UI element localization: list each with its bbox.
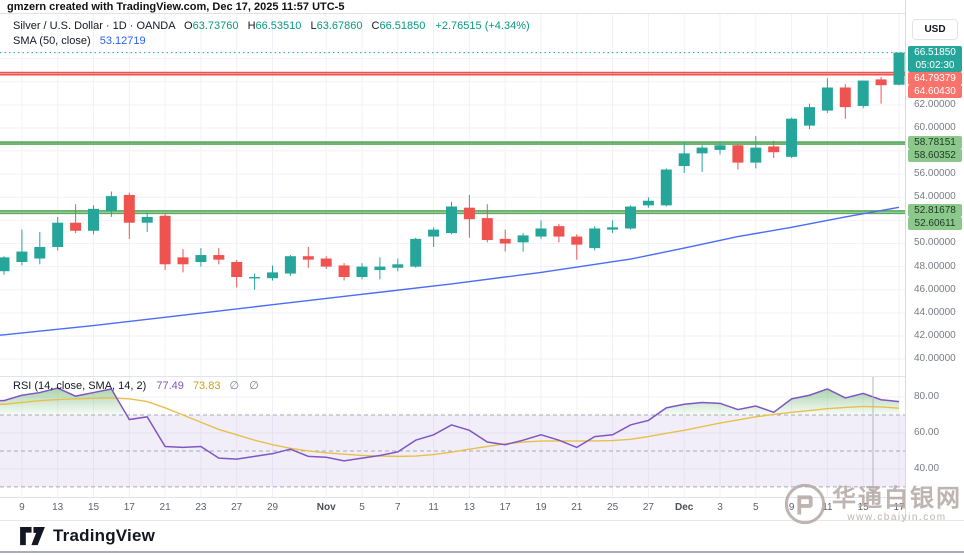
time-axis-label: 15 xyxy=(87,502,100,513)
rsi-upper-band-value: ∅ xyxy=(229,380,244,392)
time-axis-label: 5 xyxy=(753,502,759,513)
support-level-badge[interactable]: 58.60352 xyxy=(908,148,962,162)
sma-value: 53.12719 xyxy=(99,35,146,47)
time-axis-label: 27 xyxy=(642,502,654,513)
rsi-value: 77.49 xyxy=(156,380,184,392)
price-axis-label: 60.00 xyxy=(914,427,940,438)
low-label: L xyxy=(310,20,317,32)
bar-countdown: 05:02:30 xyxy=(915,60,955,72)
time-axis-label: 25 xyxy=(607,502,619,513)
candles-layer[interactable] xyxy=(0,52,905,290)
time-axis-separator xyxy=(0,497,964,498)
time-axis-label: 9 xyxy=(19,502,25,513)
low-value: 63.67860 xyxy=(316,20,363,32)
high-label: H xyxy=(247,20,256,32)
chart-canvas[interactable] xyxy=(0,0,905,520)
price-axis-label: 46.00000 xyxy=(914,283,956,295)
time-axis[interactable]: 9 13 15 17 21 23 27 29 Nov 5 7 11 13 17 19 21 25 27 Dec 3 5 9… xyxy=(0,497,905,520)
symbol-title[interactable]: Silver / U.S. Dollar · 1D · OANDA xyxy=(13,20,175,32)
high-value: 66.53510 xyxy=(255,20,302,32)
resistance-level-badge[interactable]: 64.79379 xyxy=(908,72,962,86)
time-axis-label: 21 xyxy=(571,502,583,513)
price-axis[interactable]: USD 66.51850 05:02:30 62.00000 60.00000 56… xyxy=(905,0,964,520)
time-axis-label: 19 xyxy=(535,502,547,513)
price-axis-label: 54.00000 xyxy=(914,191,956,203)
price-axis-label: 50.00000 xyxy=(914,237,956,249)
footer-bar: TradingView xyxy=(0,520,964,551)
time-axis-label: 13 xyxy=(52,502,64,513)
last-price-badge: 66.51850 05:02:30 xyxy=(908,46,962,73)
sma-line[interactable] xyxy=(0,206,900,336)
rsi-line xyxy=(0,387,900,462)
close-value: 66.51850 xyxy=(379,20,426,32)
price-axis-label: 40.00000 xyxy=(914,353,956,365)
support-level-badge[interactable]: 52.81678 xyxy=(908,204,962,218)
symbol-legend-row: Silver / U.S. Dollar · 1D · OANDA O63.73… xyxy=(13,19,530,34)
price-axis-label: 62.00000 xyxy=(914,98,956,110)
resistance-level-badge[interactable]: 64.60430 xyxy=(908,85,962,99)
time-axis-label: 5 xyxy=(359,502,365,513)
rsi-ma-line xyxy=(0,397,900,458)
price-axis-label: 40.00 xyxy=(914,462,940,474)
sma-legend-row: SMA (50, close) 53.12719 xyxy=(13,34,530,49)
time-axis-label: 29 xyxy=(266,502,279,513)
tradingview-brand-text[interactable]: TradingView xyxy=(53,526,156,545)
currency-toggle-button[interactable]: USD xyxy=(912,19,958,40)
rsi-layer[interactable] xyxy=(0,387,905,488)
time-axis-label: 7 xyxy=(395,502,401,513)
time-axis-label: 23 xyxy=(195,502,207,513)
time-axis-label: 17 xyxy=(499,502,511,513)
time-axis-month-label: Dec xyxy=(675,502,694,513)
time-axis-label: 9 xyxy=(788,502,795,513)
window-bottom-edge xyxy=(0,551,964,553)
price-axis-label: 60.00000 xyxy=(914,121,956,133)
rsi-lower-band-value: ∅ xyxy=(249,380,263,392)
header-separator xyxy=(0,13,964,14)
tradingview-logo-icon[interactable] xyxy=(19,526,46,547)
time-axis-label: 3 xyxy=(717,502,723,513)
close-label: C xyxy=(371,20,380,32)
price-axis-label: 42.00000 xyxy=(914,329,956,341)
support-level-badge[interactable]: 58.78151 xyxy=(908,135,962,149)
sma-label[interactable]: SMA (50, close) xyxy=(13,35,91,47)
price-axis-label: 80.00 xyxy=(914,391,940,403)
support-level-badge[interactable]: 52.60611 xyxy=(908,217,962,231)
time-axis-label: 27 xyxy=(231,502,243,513)
credit-line: gmzern created with TradingView.com, Dec… xyxy=(7,1,345,13)
price-zones[interactable] xyxy=(0,71,905,215)
time-axis-label: 21 xyxy=(159,502,171,513)
price-axis-label: 56.00000 xyxy=(914,168,956,180)
pane-separator[interactable] xyxy=(0,376,964,377)
time-axis-label: 13 xyxy=(463,502,475,513)
time-axis-label: 17 xyxy=(893,502,905,513)
time-axis-month-label: Nov xyxy=(316,502,336,513)
rsi-label[interactable]: RSI (14, close, SMA, 14, 2) xyxy=(13,380,147,392)
change-value: +2.76515 (+4.34%) xyxy=(435,20,530,32)
open-value: 63.73760 xyxy=(192,20,239,32)
rsi-ma-value: 73.83 xyxy=(192,380,221,392)
time-axis-label: 15 xyxy=(857,502,869,513)
rsi-legend: RSI (14, close, SMA, 14, 2) 77.49 73.83 … xyxy=(13,379,263,392)
time-axis-label: 11 xyxy=(822,502,833,513)
time-axis-label: 11 xyxy=(428,502,439,513)
open-label: O xyxy=(184,20,193,32)
price-axis-label: 44.00000 xyxy=(914,306,956,318)
price-axis-label: 48.00000 xyxy=(914,260,956,272)
symbol-legend: Silver / U.S. Dollar · 1D · OANDA O63.73… xyxy=(13,19,530,49)
last-price-value: 66.51850 xyxy=(914,47,956,59)
grid-lines xyxy=(0,14,905,497)
chart-plot-area[interactable] xyxy=(0,0,905,520)
time-axis-label: 17 xyxy=(123,502,135,513)
